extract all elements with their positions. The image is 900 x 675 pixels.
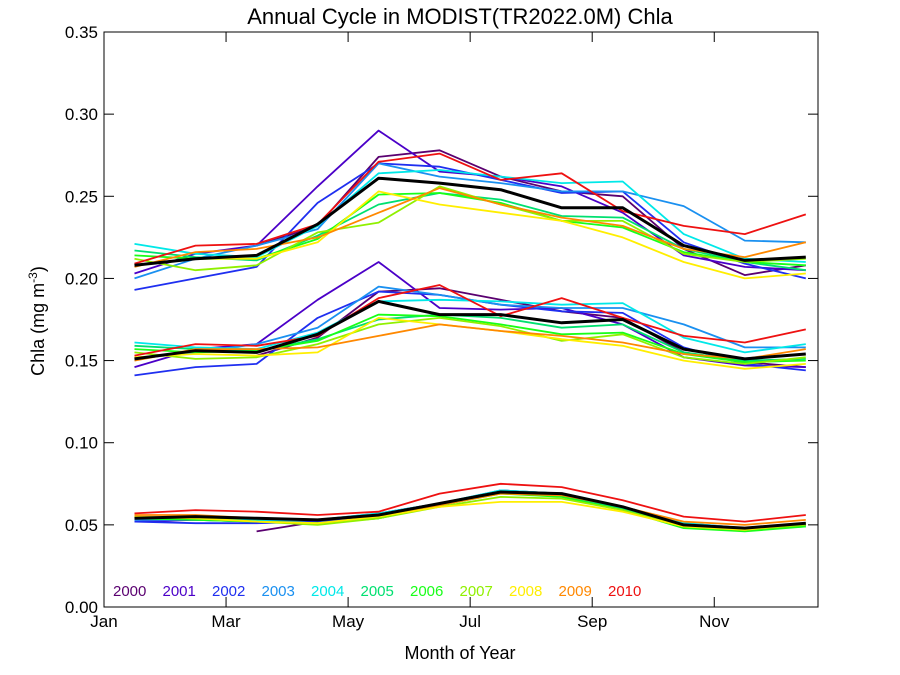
legend-entry-2004: 2004 <box>311 583 344 600</box>
x-axis-label: Month of Year <box>404 643 515 663</box>
y-axis-label-text: Chla (mg m <box>28 283 48 376</box>
legend-entry-2000: 2000 <box>113 583 146 600</box>
series-line-2010-lower <box>134 482 806 523</box>
y-tick-label-0: 0.00 <box>65 598 98 617</box>
y-axis-label: Chla (mg m-3) <box>26 266 48 376</box>
legend-entry-2005: 2005 <box>361 583 394 600</box>
x-tick-label-5: Nov <box>699 612 730 631</box>
x-tick-label-0: Jan <box>90 612 117 631</box>
series-line-2003-upper <box>134 162 806 280</box>
legend-entry-2008: 2008 <box>509 583 542 600</box>
plot-frame <box>103 31 819 608</box>
x-tick-label-2: May <box>332 612 365 631</box>
series-line-2010-upper <box>134 152 807 265</box>
legend-entry-2003: 2003 <box>262 583 295 600</box>
x-tick-label-1: Mar <box>211 612 241 631</box>
series-line-2008-lower <box>134 501 806 531</box>
y-axis-label-superscript: -3 <box>26 272 40 283</box>
x-tick-label-3: Jul <box>459 612 481 631</box>
y-tick-label-6: 0.30 <box>65 105 98 124</box>
y-tick-label-7: 0.35 <box>65 23 98 42</box>
y-tick-label-5: 0.25 <box>65 187 98 206</box>
chart-title: Annual Cycle in MODIST(TR2022.0M) Chla <box>247 4 673 29</box>
y-tick-label-4: 0.20 <box>65 269 98 288</box>
legend-entry-2002: 2002 <box>212 583 245 600</box>
legend-entry-2006: 2006 <box>410 583 443 600</box>
y-tick-label-1: 0.05 <box>65 516 98 535</box>
series-line-2009-upper <box>134 187 807 268</box>
y-tick-label-3: 0.15 <box>65 352 98 371</box>
mean-line-lower <box>134 490 806 530</box>
series-line-2002-upper <box>134 162 807 291</box>
legend-entry-2010: 2010 <box>608 583 641 600</box>
series-line-2010-middle <box>134 284 806 357</box>
x-tick-label-4: Sep <box>577 612 607 631</box>
series-line-2008-upper <box>134 190 806 280</box>
legend-entry-2009: 2009 <box>559 583 592 600</box>
series-line-2009-middle <box>134 323 806 362</box>
plot-area: 0.00 0.05 0.10 0.15 0.20 0.25 0.30 0.35 Jan Mar Ma… <box>65 23 819 631</box>
y-axis-label-close: ) <box>28 266 48 272</box>
y-tick-label-2: 0.10 <box>65 434 98 453</box>
series-line-2007-middle <box>134 317 806 365</box>
legend-entry-2007: 2007 <box>460 583 493 600</box>
mean-line-middle <box>134 299 806 361</box>
series-line-2000-lower <box>256 489 806 533</box>
mean-line-upper <box>134 176 806 267</box>
legend-entry-2001: 2001 <box>163 583 196 600</box>
